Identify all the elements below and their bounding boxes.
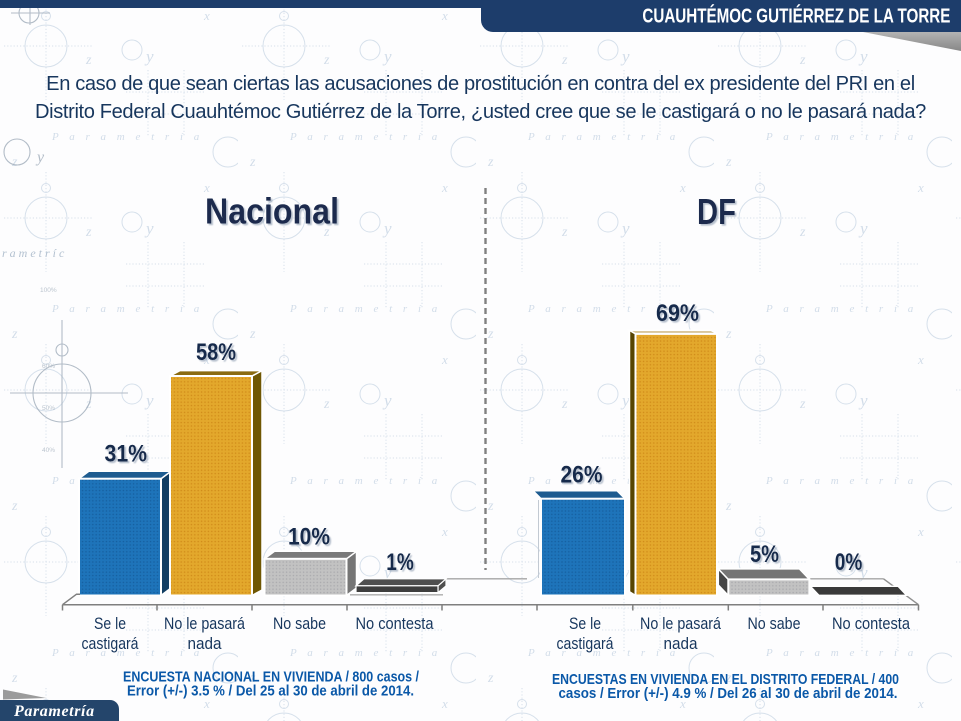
svg-text:No contesta: No contesta	[832, 615, 911, 633]
svg-text:casos / Error (+/-) 4.9 % / De: casos / Error (+/-) 4.9 % / Del 26 al 30…	[559, 685, 898, 702]
svg-text:69%: 69%	[656, 300, 699, 327]
svg-text:nada: nada	[664, 635, 699, 653]
svg-text:Error (+/-) 3.5 % / Del 25 al: Error (+/-) 3.5 % / Del 25 al 30 de abri…	[127, 682, 414, 699]
svg-text:Se le: Se le	[569, 615, 601, 633]
svg-text:58%: 58%	[196, 339, 236, 366]
svg-text:No sabe: No sabe	[273, 615, 326, 633]
svg-text:40%: 40%	[42, 447, 55, 454]
svg-text:No le pasará: No le pasará	[640, 615, 722, 633]
svg-text:No le pasará: No le pasará	[164, 615, 246, 633]
svg-text:rametríc: rametríc	[2, 246, 67, 260]
svg-text:Nacional: Nacional	[205, 191, 339, 232]
svg-text:10%: 10%	[288, 524, 330, 551]
svg-text:nada: nada	[188, 635, 223, 653]
svg-text:Se le: Se le	[94, 615, 126, 633]
svg-text:ENCUESTAS EN VIVIENDA EN EL DI: ENCUESTAS EN VIVIENDA EN EL DISTRITO FED…	[552, 671, 899, 688]
svg-text:castigará: castigará	[557, 635, 615, 653]
svg-text:31%: 31%	[105, 441, 148, 468]
svg-text:DF: DF	[697, 191, 736, 232]
svg-text:1%: 1%	[386, 549, 414, 576]
svg-text:ENCUESTA NACIONAL EN VIVIENDA: ENCUESTA NACIONAL EN VIVIENDA / 800 caso…	[123, 669, 420, 686]
svg-text:100%: 100%	[40, 287, 57, 294]
svg-text:5%: 5%	[750, 541, 779, 568]
svg-text:y: y	[35, 149, 45, 166]
svg-text:60%: 60%	[42, 363, 55, 370]
svg-text:0%: 0%	[835, 549, 863, 576]
svg-text:No sabe: No sabe	[748, 615, 801, 633]
svg-text:50%: 50%	[42, 405, 55, 412]
svg-text:castigará: castigará	[82, 635, 140, 653]
svg-text:26%: 26%	[561, 462, 603, 489]
svg-text:CUAUHTÉMOC GUTIÉRREZ DE LA TOR: CUAUHTÉMOC GUTIÉRREZ DE LA TORRE	[642, 5, 950, 28]
svg-text:No contesta: No contesta	[356, 615, 435, 633]
